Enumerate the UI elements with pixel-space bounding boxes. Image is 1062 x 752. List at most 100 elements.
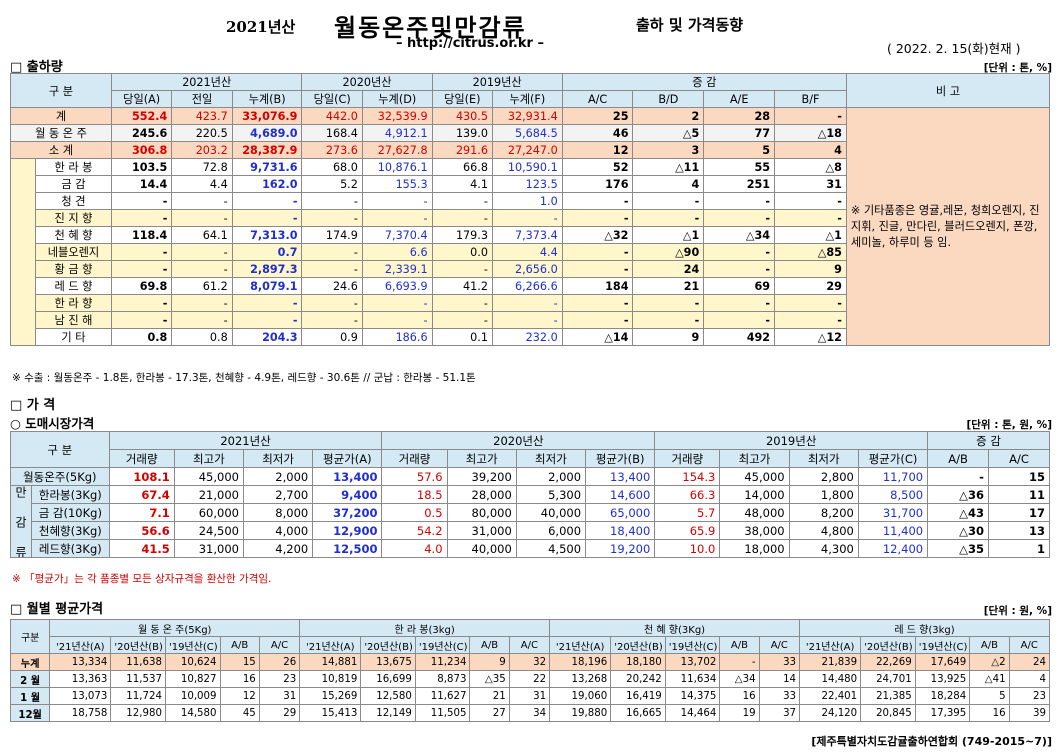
subheader-cell: 당일(C) xyxy=(301,90,363,108)
table-cell: 6,266.6 xyxy=(491,277,563,295)
subheader-cell: 전일 xyxy=(171,90,233,108)
row-label: 금 감(10Kg) xyxy=(30,503,110,522)
table-cell: 155.3 xyxy=(361,175,433,193)
header-gubun: 구 분 xyxy=(10,431,110,468)
page-subtitle: 출하 및 가격동향 xyxy=(636,16,744,34)
table-cell: 18,284 xyxy=(914,687,971,705)
table-cell: 13,268 xyxy=(549,670,612,688)
table-cell: 18.5 xyxy=(381,485,448,504)
table-cell: 54.2 xyxy=(381,521,448,540)
table-cell: 31 xyxy=(258,687,301,705)
table-cell: 0.5 xyxy=(381,503,448,522)
table-cell: - xyxy=(301,294,363,312)
table-cell: 8,500 xyxy=(857,485,929,504)
subheader-cell: 누계(B) xyxy=(231,90,303,108)
table-cell: 65.9 xyxy=(654,521,721,540)
section-price-title: □ 가 격 xyxy=(10,398,56,413)
header-group: 한 라 봉(3kg) xyxy=(299,619,551,637)
table-cell: 16,419 xyxy=(610,687,666,705)
subheader-cell: 거래량 xyxy=(654,449,721,468)
table-cell: 19,880 xyxy=(549,704,612,722)
table-cell: 108.1 xyxy=(108,467,175,486)
table-cell: 13 xyxy=(987,521,1051,540)
table-cell: 9,400 xyxy=(312,485,383,504)
subheader-cell: 평균가(C) xyxy=(857,449,929,468)
table-cell: 14,480 xyxy=(799,670,862,688)
subheader-cell: 최고가 xyxy=(173,449,244,468)
table-cell: 69 xyxy=(703,277,776,295)
header-group: 2021년산 xyxy=(110,73,303,91)
header-group: 증 감 xyxy=(561,73,847,91)
subheader-cell: A/C xyxy=(1008,636,1051,654)
table-cell: - xyxy=(361,294,433,312)
table-cell: △43 xyxy=(927,503,989,522)
table-cell: 31,700 xyxy=(857,503,929,522)
site-url[interactable]: – http://citrus.or.kr – xyxy=(396,36,544,51)
table-cell: 6,000 xyxy=(515,521,587,540)
table-cell: △90 xyxy=(632,243,705,261)
table-cell: 21,385 xyxy=(860,687,916,705)
table-cell: 66.3 xyxy=(654,485,721,504)
table-cell: - xyxy=(301,311,363,329)
table-cell: 7.1 xyxy=(108,503,175,522)
subheader-cell: '19년산(C) xyxy=(664,636,721,654)
table-cell: - xyxy=(110,243,173,261)
table-cell: 12 xyxy=(219,687,260,705)
export-note: ※ 수출 : 월동온주 - 1.8톤, 한라봉 - 17.3톤, 천혜향 - 4… xyxy=(12,372,476,384)
table-cell: 13,675 xyxy=(360,653,416,671)
table-cell: 13,702 xyxy=(664,653,721,671)
subheader-cell: B/D xyxy=(632,90,705,108)
table-cell: - xyxy=(703,260,776,278)
table-cell: 25 xyxy=(561,107,634,125)
table-cell: - xyxy=(110,209,173,227)
table-cell: △1 xyxy=(774,226,847,244)
row-label: 금 감 xyxy=(34,175,112,193)
table-cell: - xyxy=(110,260,173,278)
table-cell: 55 xyxy=(703,158,776,176)
table-cell: 24 xyxy=(1008,653,1051,671)
table-cell: 65,000 xyxy=(585,503,656,522)
table-row: 금 감(10Kg) 7.1 60,000 8,000 37,200 0.5 80,000 40… xyxy=(11,503,1051,522)
table-cell: 2,000 xyxy=(242,467,314,486)
table-cell: 72.8 xyxy=(171,158,233,176)
table-cell: - xyxy=(361,192,433,210)
table-cell: 15,413 xyxy=(299,704,362,722)
table-cell: 33 xyxy=(758,653,801,671)
row-label: 기 타 xyxy=(34,328,112,346)
table-row: 천혜향(3Kg) 56.6 24,500 4,000 12,900 54.2 31,000 6… xyxy=(11,521,1051,540)
table-cell: 220.5 xyxy=(171,124,233,142)
table-row: 진 지 향----------- xyxy=(11,209,1050,227)
table-cell: 6.6 xyxy=(361,243,433,261)
table-cell: 14,881 xyxy=(299,653,362,671)
table-cell: 103.5 xyxy=(110,158,173,176)
table-cell: - xyxy=(703,209,776,227)
table-cell: 4.4 xyxy=(491,243,563,261)
table-row: 금 감 14.4 4.4 162.0 5.2 155.3 4.1 123.5 176 4 251 31 xyxy=(11,175,1050,193)
table-cell: △30 xyxy=(927,521,989,540)
table-cell: 41.2 xyxy=(431,277,493,295)
table-cell: 11,724 xyxy=(110,687,166,705)
table-cell: 162.0 xyxy=(231,175,303,193)
table-cell: 5.2 xyxy=(301,175,363,193)
table-row: 레 드 향 69.8 61.2 8,079.1 24.6 6,693.9 41.2 6,266… xyxy=(11,277,1050,295)
table-cell: 2,656.0 xyxy=(491,260,563,278)
table-cell: 154.3 xyxy=(654,467,721,486)
table-cell: 12,149 xyxy=(360,704,416,722)
section-shipment-title: □ 출하량 xyxy=(10,60,63,75)
table-cell: 2,700 xyxy=(242,485,314,504)
wholesale-price-subtitle: ○ 도매시장가격 xyxy=(10,416,95,431)
table-cell: - xyxy=(361,209,433,227)
table-cell: 9 xyxy=(632,328,705,346)
row-label: 황 금 향 xyxy=(34,260,112,278)
table-row: 레드향(3Kg) 41.5 31,000 4,200 12,500 4.0 40,000 4,… xyxy=(11,539,1051,558)
table-cell: - xyxy=(561,192,634,210)
subheader-cell: A/C xyxy=(258,636,301,654)
table-cell: 13,925 xyxy=(914,670,971,688)
table-cell: 6,693.9 xyxy=(361,277,433,295)
table-cell: 39,200 xyxy=(446,467,517,486)
table-cell: - xyxy=(491,209,563,227)
table-cell: - xyxy=(231,192,303,210)
table-cell: 16,665 xyxy=(610,704,666,722)
table-cell: 64.1 xyxy=(171,226,233,244)
table-cell: △35 xyxy=(469,670,510,688)
